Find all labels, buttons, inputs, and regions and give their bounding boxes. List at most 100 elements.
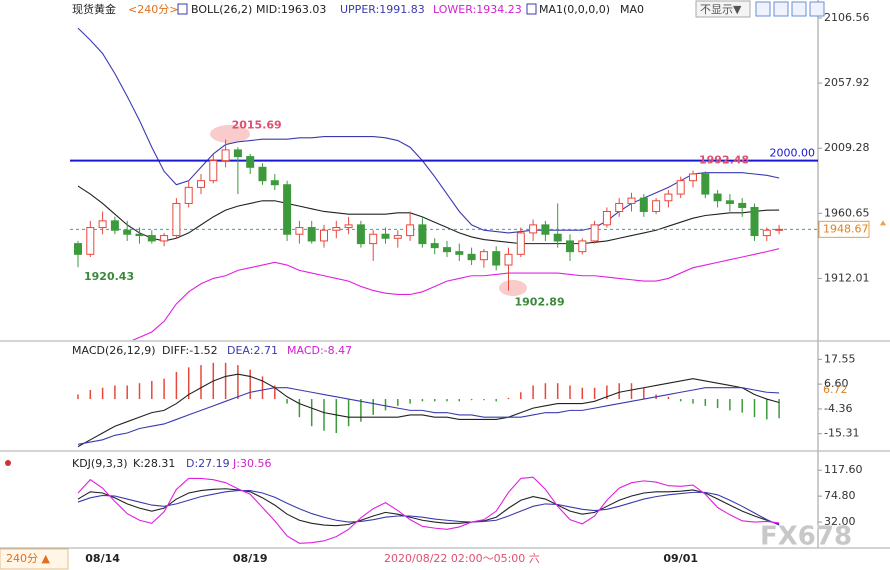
candle-body bbox=[110, 220, 119, 231]
macd-panel bbox=[77, 362, 780, 448]
y-tick-label: -15.31 bbox=[824, 427, 859, 440]
candle-body bbox=[221, 149, 230, 162]
candle-body bbox=[492, 251, 501, 266]
tool-button[interactable] bbox=[755, 1, 771, 17]
candle-body bbox=[713, 193, 722, 202]
candle-body bbox=[184, 186, 193, 204]
watermark: FX678 bbox=[760, 522, 852, 552]
legend: D:27.19 bbox=[186, 457, 230, 470]
candle-body bbox=[283, 184, 292, 235]
legend: DIFF:-1.52 bbox=[162, 344, 218, 357]
candle-body bbox=[467, 253, 476, 261]
candle-body bbox=[443, 247, 451, 253]
period: <240分> bbox=[128, 3, 178, 16]
indicator-line bbox=[77, 488, 780, 527]
candle-body bbox=[320, 229, 328, 242]
candle-body bbox=[541, 224, 550, 235]
extreme-label: 1992.48 bbox=[699, 154, 749, 167]
y-tick-label: 6.60 bbox=[824, 377, 849, 390]
candle-body bbox=[369, 233, 378, 245]
legend: K:28.31 bbox=[133, 457, 175, 470]
legend: DEA:2.71 bbox=[227, 344, 278, 357]
kdj-panel bbox=[77, 476, 780, 544]
candle-body bbox=[98, 220, 107, 229]
macd-title: MACD(26,12,9) bbox=[72, 344, 156, 357]
price-panel bbox=[70, 27, 818, 340]
extreme-label: 1902.89 bbox=[515, 296, 565, 309]
candle-body bbox=[775, 228, 784, 231]
indicator: BOLL(26,2) bbox=[191, 3, 252, 16]
display-select-label[interactable]: 不显示▼ bbox=[700, 3, 742, 16]
candle-body bbox=[725, 200, 734, 204]
indicator-line bbox=[77, 185, 780, 245]
last-value-label: 6.72 bbox=[823, 383, 848, 396]
candle-body bbox=[455, 251, 464, 255]
symbol: 现货黄金 bbox=[72, 2, 116, 16]
period-button-label[interactable]: 240分 ▲ bbox=[6, 552, 50, 565]
display-select[interactable] bbox=[695, 0, 751, 18]
candle-body bbox=[701, 173, 710, 195]
candle-body bbox=[590, 224, 599, 242]
candle-body bbox=[664, 193, 673, 202]
icon bbox=[177, 3, 188, 15]
y-tick-label: 32.00 bbox=[824, 515, 856, 528]
candle-body bbox=[529, 224, 538, 234]
candle-body bbox=[615, 202, 624, 212]
reference-label: 2000.00 bbox=[770, 147, 816, 160]
highlight bbox=[499, 280, 527, 296]
last-price-label: 1948.67 bbox=[823, 222, 869, 235]
indicator: MA0 bbox=[620, 3, 644, 16]
candle-body bbox=[172, 202, 181, 237]
y-tick-label: 17.55 bbox=[824, 352, 856, 365]
indicator-line bbox=[77, 387, 780, 445]
y-tick-label: 2009.28 bbox=[824, 141, 870, 154]
candle-body bbox=[762, 229, 771, 237]
y-tick-label: 2057.92 bbox=[824, 76, 870, 89]
icon[interactable] bbox=[5, 460, 11, 466]
candle-body bbox=[479, 251, 488, 261]
candle-body bbox=[258, 166, 267, 182]
indicator: LOWER:1934.23 bbox=[433, 3, 522, 16]
extreme-label: 1920.43 bbox=[84, 270, 134, 283]
indicator-line bbox=[77, 476, 780, 544]
tool-button[interactable] bbox=[791, 1, 807, 17]
candle-body bbox=[639, 197, 648, 212]
tool-button[interactable] bbox=[773, 1, 789, 17]
crosshair-box bbox=[382, 550, 544, 567]
candle-body bbox=[344, 224, 353, 229]
candle-body bbox=[553, 233, 562, 242]
legend: J:30.56 bbox=[232, 457, 271, 470]
candle-body bbox=[738, 202, 747, 208]
candle-body bbox=[332, 227, 341, 231]
candle-body bbox=[209, 160, 218, 182]
candle-body bbox=[86, 227, 95, 255]
tool-button[interactable] bbox=[809, 1, 825, 17]
candle-body bbox=[123, 229, 132, 235]
y-tick-label: 74.80 bbox=[824, 489, 856, 502]
candle-body bbox=[750, 206, 759, 237]
candle-body bbox=[381, 233, 390, 239]
candle-body bbox=[74, 243, 82, 255]
candle-body bbox=[147, 235, 156, 242]
candle-body bbox=[160, 235, 169, 242]
candle-body bbox=[295, 227, 304, 235]
y-tick-label: 117.60 bbox=[824, 463, 863, 476]
candle-body bbox=[246, 156, 255, 168]
candle-body bbox=[566, 240, 574, 253]
extreme-label: 2015.69 bbox=[232, 119, 282, 132]
indicator: MA1(0,0,0,0) bbox=[539, 3, 610, 16]
candle-body bbox=[270, 180, 279, 186]
last-price-box bbox=[818, 220, 870, 238]
candle-body bbox=[504, 253, 513, 266]
y-tick-label: -4.36 bbox=[824, 402, 852, 415]
period-button[interactable] bbox=[0, 548, 69, 570]
candle-body bbox=[393, 235, 402, 239]
candle-body bbox=[689, 173, 697, 182]
x-tick-label: 08/19 bbox=[233, 552, 268, 565]
x-tick-label: 08/14 bbox=[85, 552, 120, 565]
candle-body bbox=[578, 240, 587, 253]
candle-body bbox=[430, 243, 439, 249]
indicator-line bbox=[77, 490, 780, 526]
candle-body bbox=[516, 232, 525, 255]
